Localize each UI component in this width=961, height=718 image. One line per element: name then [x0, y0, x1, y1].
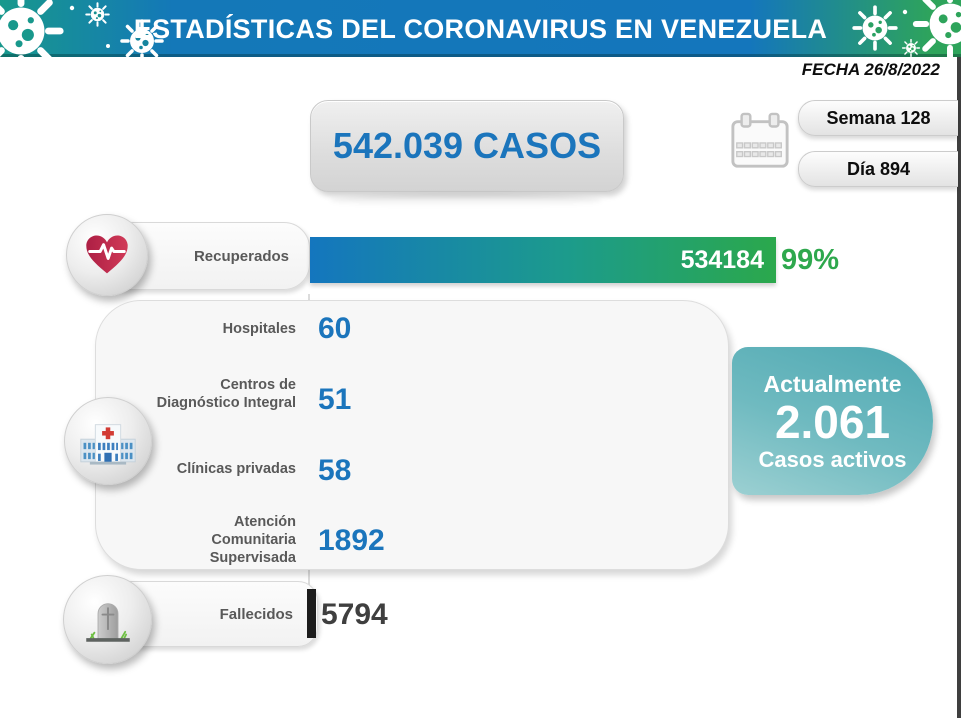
- deceased-icon-circle: [63, 575, 152, 664]
- calendar-icon: [731, 112, 789, 168]
- recovered-icon-circle: [66, 214, 148, 296]
- recovered-label: Recuperados: [193, 247, 289, 265]
- deceased-label: Fallecidos: [219, 605, 293, 623]
- bar-fallecidos: [307, 589, 316, 638]
- total-cases-value: 542.039 CASOS: [332, 125, 602, 166]
- facilities-icon-circle: [64, 397, 152, 485]
- active-cases-box: Actualmente 2.061 Casos activos: [732, 347, 933, 495]
- active-cases-value: 2.061: [774, 395, 891, 448]
- value-hospitales: 60: [318, 312, 352, 345]
- recovered-percent: 99%: [781, 244, 840, 276]
- day-badge: Día 894: [798, 151, 958, 187]
- label-atencion-comunitaria: Atención Comunitaria Supervisada: [209, 514, 296, 566]
- facilities-panel: [95, 300, 729, 570]
- header-banner: ESTADÍSTICAS DEL CORONAVIRUS EN VENEZUEL…: [0, 0, 961, 57]
- virus-cluster-left-icon: [0, 0, 164, 57]
- label-hospitales: Hospitales: [222, 321, 296, 337]
- active-cases-caption: Actualmente: [763, 370, 902, 397]
- hospital-icon: [80, 424, 136, 465]
- value-atencion-comunitaria: 1892: [318, 524, 385, 557]
- heart-ekg-icon: [86, 235, 128, 274]
- total-cases-reflection: [330, 194, 602, 207]
- total-cases-box: 542.039 CASOS: [310, 100, 624, 192]
- label-centros-diagnostico: Centros de Diagnóstico Integral: [156, 377, 296, 411]
- label-clinicas-privadas: Clínicas privadas: [176, 461, 296, 477]
- page-right-border: [957, 57, 961, 718]
- deceased-value: 5794: [321, 598, 388, 631]
- page-title: ESTADÍSTICAS DEL CORONAVIRUS EN VENEZUEL…: [133, 14, 828, 44]
- value-centros-diagnostico: 51: [318, 383, 352, 416]
- value-clinicas-privadas: 58: [318, 454, 352, 487]
- date-label: FECHA 26/8/2022: [801, 60, 940, 79]
- week-badge: Semana 128: [798, 100, 958, 136]
- bar-recuperados: 534184: [310, 237, 776, 283]
- virus-cluster-right-icon: [852, 0, 961, 57]
- recovered-value: 534184: [680, 245, 764, 274]
- tombstone-icon: [85, 602, 130, 642]
- active-cases-subcaption: Casos activos: [758, 446, 907, 472]
